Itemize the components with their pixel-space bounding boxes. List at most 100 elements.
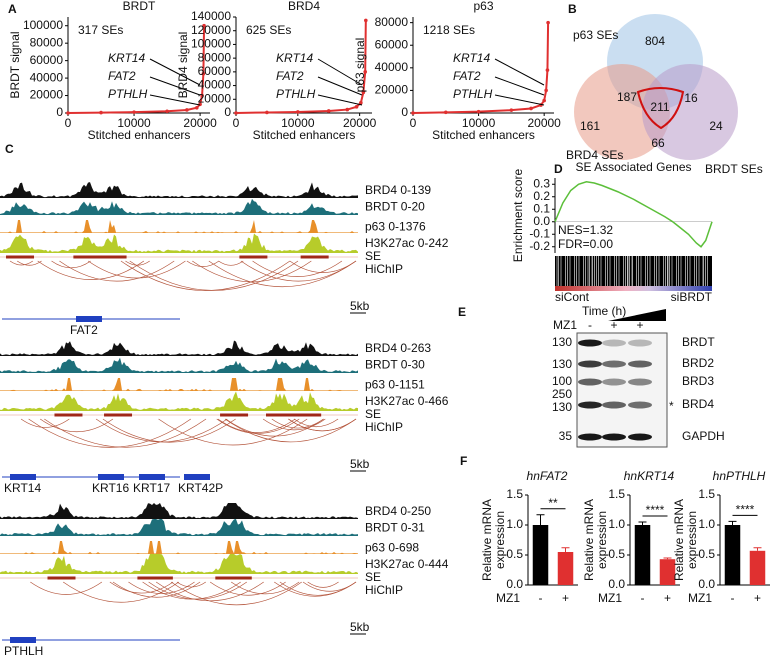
x-tick-label: - [539, 591, 543, 605]
hichip-arc [37, 260, 145, 280]
x-tick-label: 10000 [281, 116, 315, 130]
signal-track [0, 198, 358, 215]
group-label: siCont [555, 290, 590, 304]
data-point [529, 106, 533, 111]
data-point [476, 109, 481, 114]
x-tick-label: - [731, 591, 735, 605]
data-line [412, 22, 550, 114]
hichip-arc [95, 418, 228, 443]
chart-title: p63 [473, 0, 493, 13]
gene-pointer [317, 94, 363, 106]
track-label: BRD4 0-263 [365, 341, 431, 355]
data-point [165, 109, 169, 114]
mw-marker: 130 [552, 357, 572, 371]
blot-band [628, 401, 652, 409]
x-tick-label: 10000 [462, 116, 496, 130]
signal-track [0, 503, 358, 519]
track-label: HiChIP [365, 262, 403, 276]
data-point [443, 110, 448, 115]
blot-band [602, 433, 626, 441]
condition: + [636, 318, 643, 332]
y-tick-label: 80000 [198, 50, 232, 64]
hichip-arc [51, 260, 91, 269]
hichip-arc [240, 260, 357, 282]
blot-band [628, 378, 652, 386]
blot-band [578, 339, 602, 347]
track-label: p63 0-698 [365, 540, 419, 554]
track-label: HiChIP [365, 583, 403, 597]
protein-label: BRD2 [682, 356, 714, 370]
y-tick-label: 80000 [375, 15, 409, 29]
x-tick-label: 20000 [183, 116, 217, 130]
data-point [296, 110, 300, 114]
signal-track [0, 357, 358, 373]
venn-count: 211 [650, 100, 669, 114]
data-point [234, 111, 238, 115]
blot-band [578, 401, 602, 409]
se-block [293, 413, 322, 417]
chart-title: hnKRT14 [624, 469, 675, 483]
data-point [99, 110, 103, 115]
x-tick-label: 0 [233, 116, 240, 130]
y-axis-label: Relative mRNA [480, 499, 494, 581]
venn-count: 24 [709, 119, 723, 133]
hit-barcode [555, 256, 712, 286]
signal-track [0, 391, 358, 411]
blot-band [578, 378, 602, 386]
y-tick-label: 0.3 [533, 176, 550, 190]
hichip-arc [262, 418, 326, 431]
gene-label: KRT14 [4, 481, 41, 495]
y-axis-label: BRDT signal [8, 31, 22, 98]
group-label: siBRDT [671, 290, 713, 304]
x-tick-label: + [754, 591, 761, 605]
error-bar [536, 514, 545, 525]
error-bar [728, 520, 737, 525]
y-axis-label: expression [493, 511, 507, 569]
protein-label: GAPDH [682, 429, 725, 443]
set-label: BRD4 SEs [566, 148, 623, 162]
chart-title: hnPTHLH [713, 469, 766, 483]
se-block [73, 255, 102, 259]
data-point [354, 105, 359, 109]
gene-label: PTHLH [276, 87, 316, 101]
track-label: p63 0-1376 [365, 219, 426, 233]
signal-track [0, 182, 358, 198]
track-label: SE [365, 407, 381, 421]
y-axis-label: Relative mRNA [672, 499, 686, 581]
data-point [201, 71, 206, 76]
track-label: H3K27ac 0-444 [365, 557, 449, 571]
asterisk: * [669, 399, 674, 413]
data-point [66, 111, 70, 115]
gene-label: FAT2 [276, 69, 304, 83]
se-block [6, 255, 35, 259]
gene-label: KRT42P [178, 481, 223, 495]
y-tick-label: 1.5 [506, 487, 523, 501]
gene-label: FAT2 [70, 323, 98, 337]
error-bar [753, 547, 762, 551]
gene-pointer [149, 94, 201, 106]
y-tick-label: 60000 [375, 37, 409, 51]
signal-track [0, 541, 358, 554]
hichip-arc [208, 260, 357, 287]
x-axis-label: MZ1 [496, 591, 520, 605]
se-block [54, 413, 83, 417]
x-tick-label: 0 [410, 116, 417, 130]
hichip-arc [109, 581, 174, 594]
gene-label: KRT17 [133, 481, 170, 495]
blot-frame [576, 332, 668, 448]
gene-label: FAT2 [108, 69, 136, 83]
bar [659, 559, 676, 585]
hichip-arc [186, 260, 220, 267]
y-tick-label: 80000 [30, 35, 64, 49]
data-point [364, 18, 368, 23]
y-tick-label: 0.0 [698, 577, 715, 591]
y-axis-label: p63 signal [353, 38, 367, 93]
data-point [265, 110, 269, 115]
y-tick-label: 40000 [198, 78, 232, 92]
y-tick-label: 40000 [375, 60, 409, 74]
y-tick-label: 1.5 [608, 487, 625, 501]
exon [139, 474, 165, 480]
gene-label: PTHLH [4, 644, 43, 658]
data-point [542, 98, 546, 103]
data-point [345, 107, 350, 112]
